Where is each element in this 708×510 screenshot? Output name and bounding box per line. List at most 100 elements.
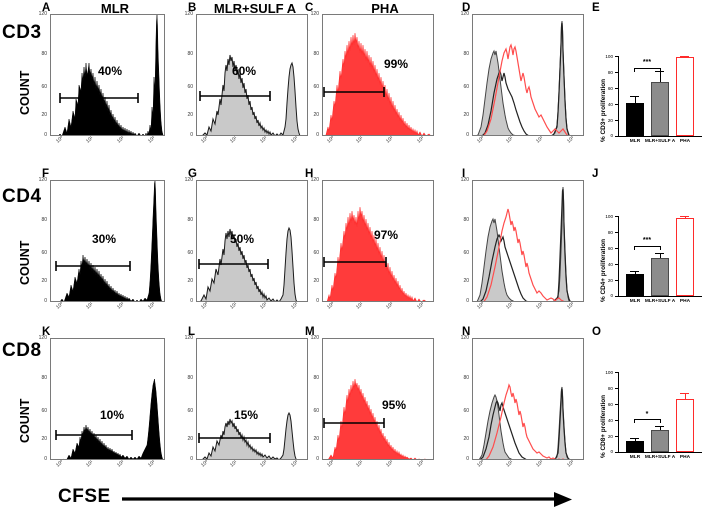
column-title-pha: PHA	[371, 1, 399, 16]
panel-k-xtick-3: 10³	[147, 459, 157, 469]
panel-m-gate	[323, 418, 385, 428]
panel-o-xlabel-mlr: MLR	[629, 455, 641, 460]
y-axis-label-row1: COUNT	[18, 70, 32, 115]
panel-d-xtick-0: 10⁰	[476, 135, 486, 145]
panel-j-ytick-40: 40	[607, 262, 613, 267]
panel-e-significance-marker: ***	[642, 59, 652, 66]
panel-f-xtick-1: 10¹	[85, 301, 95, 311]
panel-o-errbar-pha	[684, 392, 686, 400]
panel-k-xtick-1: 10¹	[85, 459, 95, 469]
panel-i-overlay-histogram	[476, 186, 571, 301]
panel-d-xtick-2: 10²	[535, 135, 545, 145]
panel-b-ytick-0: 0	[190, 132, 193, 138]
panel-m-plot	[322, 338, 434, 460]
panel-letter-o: O	[592, 326, 601, 338]
panel-l-xtick-0: 10⁰	[200, 459, 210, 469]
panel-o-y-axis	[618, 372, 619, 452]
panel-e-errcap-mlr	[630, 96, 639, 97]
panel-o-errbar-mlr-sulfa	[659, 426, 661, 431]
panel-b-ytick-60: 60	[187, 84, 193, 90]
panel-h-ytick-120: 120	[310, 177, 319, 183]
panel-j-ytick-80: 80	[607, 230, 613, 235]
panel-g-gate-percent: 50%	[230, 232, 255, 246]
panel-o-significance-marker: *	[645, 411, 649, 418]
panel-letter-n: N	[462, 326, 471, 338]
panel-h-ytick-20: 20	[313, 278, 319, 284]
panel-o-ytick-60: 60	[607, 402, 613, 407]
panel-o-ytickmark-80	[615, 388, 618, 389]
panel-l-gate	[198, 433, 271, 443]
panel-h-ytick-80: 80	[313, 217, 319, 223]
panel-e-sigtick-left	[634, 68, 635, 72]
panel-o-ytick-20: 20	[607, 434, 613, 439]
panel-h-histogram	[326, 206, 427, 301]
panel-letter-c: C	[305, 2, 314, 14]
panel-j-ytickmark-40	[615, 264, 618, 265]
panel-n-ytick-0: 0	[466, 456, 469, 462]
panel-l-ytick-60: 60	[187, 408, 193, 414]
panel-i-xtick-3: 10³	[566, 301, 576, 311]
panel-k-gate	[55, 430, 133, 440]
panel-b-gate-percent: 60%	[232, 64, 257, 78]
panel-e-xlabel-mlr: MLR	[629, 139, 641, 144]
panel-h-xtick-0: 10⁰	[326, 301, 336, 311]
panel-c-xtick-3: 10³	[416, 135, 426, 145]
panel-l-xtick-3: 10³	[290, 459, 300, 469]
panel-e-sigline	[634, 68, 660, 69]
panel-f-ytick-120: 120	[38, 177, 47, 183]
panel-a-gate	[59, 93, 139, 103]
panel-a-gate-percent: 40%	[98, 64, 123, 78]
panel-m-histogram	[328, 378, 426, 459]
panel-o-plot: 100 80 60 40 20 0 * MLR MLR+SULF A PHA	[605, 370, 702, 460]
panel-j-bar-mlr-sulfa	[651, 257, 669, 296]
panel-l-plot	[196, 338, 308, 460]
panel-k-ytick-80: 80	[41, 375, 47, 381]
panel-c-xtick-0: 10⁰	[326, 135, 336, 145]
panel-j-ytickmark-100	[615, 216, 618, 217]
panel-f-ytick-80: 80	[41, 217, 47, 223]
panel-e-ytick-20: 20	[607, 118, 613, 123]
panel-j-x-axis	[618, 296, 702, 297]
panel-h-gate	[323, 257, 387, 267]
panel-o-ytickmark-0	[615, 452, 618, 453]
panel-o-bar-mlr	[626, 440, 644, 452]
panel-g-xtick-0: 10⁰	[200, 301, 210, 311]
panel-j-errcap-mlr-sulfa	[655, 252, 664, 254]
panel-j-sigtick-left	[634, 246, 635, 250]
panel-h-ytick-60: 60	[313, 250, 319, 256]
panel-e-xlabel-mlr-sulfa: MLR+SULF A	[644, 139, 676, 144]
panel-d-ytick-20: 20	[463, 112, 469, 118]
panel-letter-a: A	[42, 2, 51, 14]
panel-m-ytick-0: 0	[316, 456, 319, 462]
panel-f-ytick-0: 0	[44, 298, 47, 304]
panel-i-xtick-2: 10²	[535, 301, 545, 311]
panel-o-xlabel-pha: PHA	[679, 455, 691, 460]
panel-h-xtick-3: 10³	[416, 301, 426, 311]
panel-letter-k: K	[42, 326, 51, 338]
panel-e-plot: 100 80 60 40 20 0 *** MLR MLR+SULF A	[605, 54, 702, 144]
panel-l-xtick-2: 10²	[259, 459, 269, 469]
panel-j-ytickmark-0	[615, 296, 618, 297]
cfse-axis-label: CFSE	[58, 486, 111, 507]
panel-e-ytick-0: 0	[610, 133, 613, 138]
panel-n-xtick-0: 10⁰	[476, 459, 486, 469]
panel-e-bar-mlr-sulfa	[651, 81, 669, 136]
panel-b-gate	[199, 91, 271, 101]
panel-n-ytick-60: 60	[463, 408, 469, 414]
panel-o-ytick-0: 0	[610, 449, 613, 454]
panel-i-plot	[472, 180, 584, 302]
panel-a-xtick-0: 10⁰	[55, 135, 65, 145]
panel-j-xlabel-mlr-sulfa: MLR+SULF A	[644, 299, 676, 304]
row-label-cd3: CD3	[2, 22, 42, 43]
panel-a-xtick-1: 10¹	[85, 135, 95, 145]
panel-c-ytick-120: 120	[310, 11, 319, 17]
panel-c-xtick-2: 10²	[385, 135, 395, 145]
row-label-cd4: CD4	[2, 186, 42, 207]
panel-o-bar-mlr-sulfa	[651, 430, 669, 452]
panel-m-xtick-1: 10¹	[355, 459, 365, 469]
panel-l-ytick-20: 20	[187, 436, 193, 442]
panel-g-ytick-60: 60	[187, 250, 193, 256]
panel-o-errcap-mlr-sulfa	[655, 426, 664, 428]
panel-e-ytick-100: 100	[605, 54, 613, 59]
panel-m-ytick-120: 120	[310, 335, 319, 341]
